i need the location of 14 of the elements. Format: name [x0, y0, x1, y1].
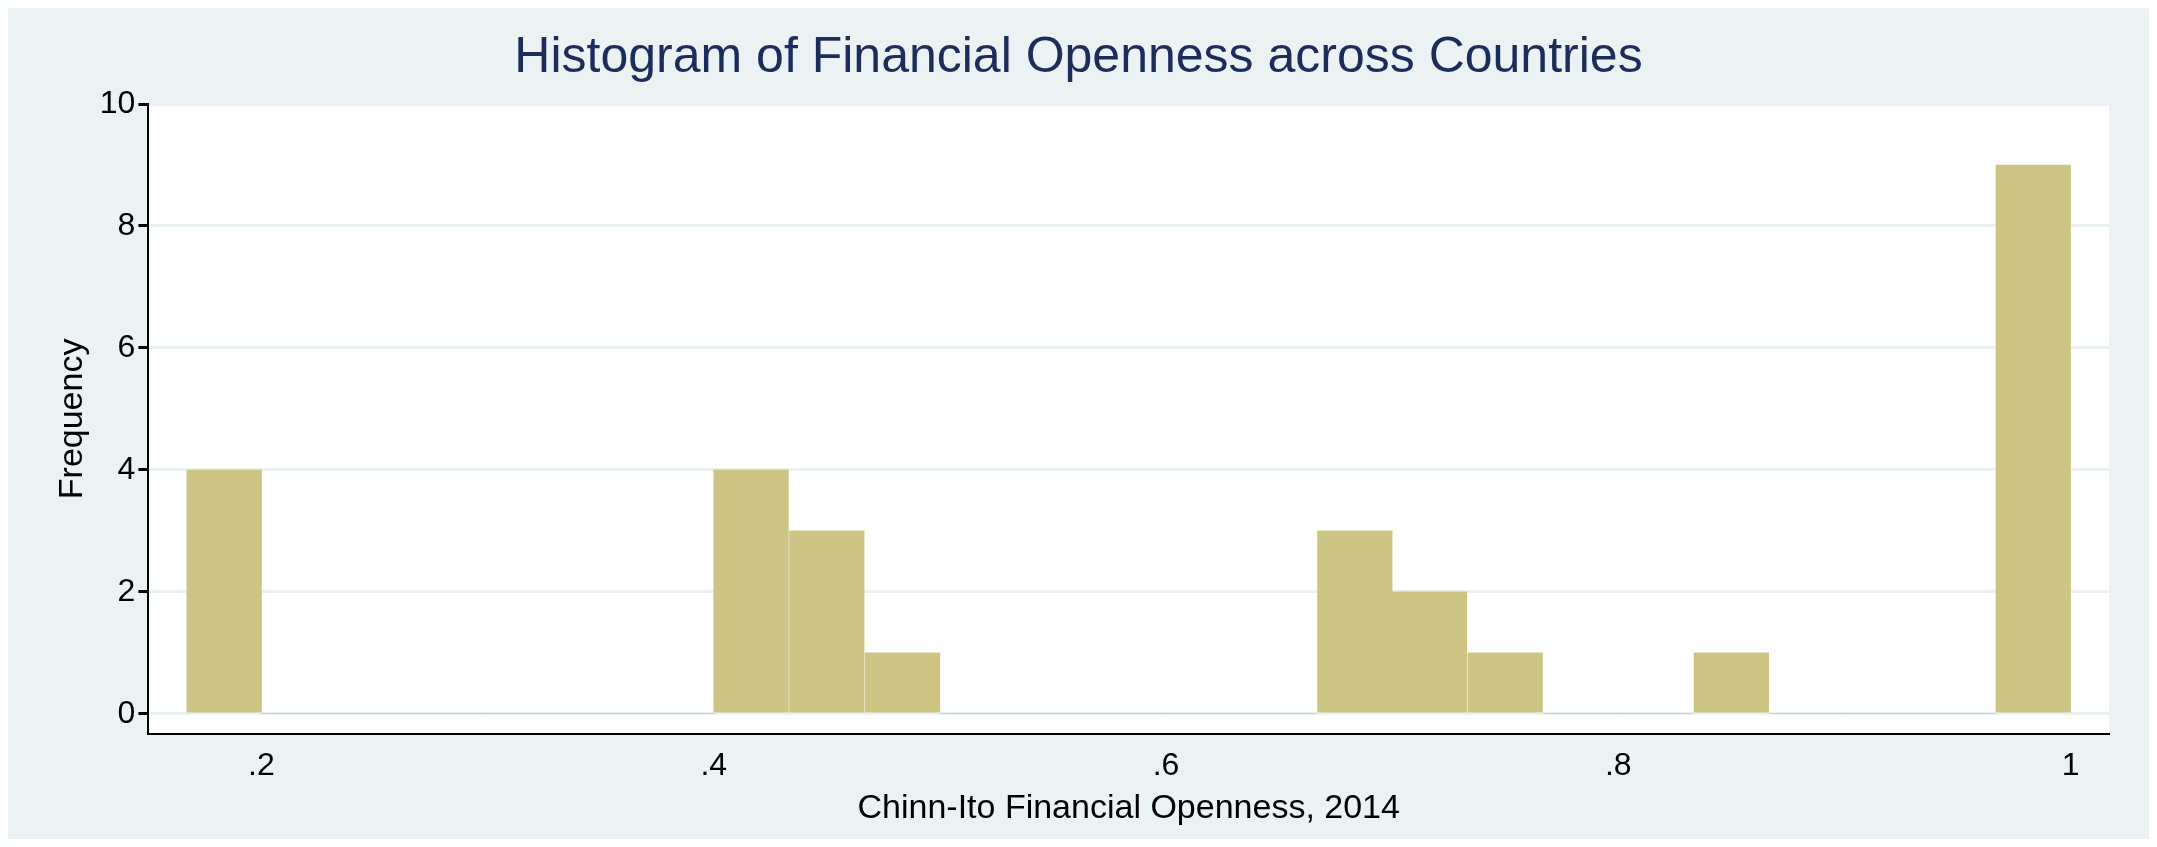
- x-tick-label: .6: [1152, 745, 1180, 782]
- y-tick-label: 0: [117, 693, 136, 730]
- y-axis-title: Frequency: [50, 338, 89, 500]
- x-tick-label: .2: [248, 745, 275, 782]
- chart-title: Histogram of Financial Openness across Countries: [514, 26, 1643, 83]
- y-tick-label: 2: [117, 571, 136, 608]
- y-tick-label: 10: [99, 83, 136, 120]
- x-tick-label: .8: [1604, 745, 1632, 782]
- x-tick-label: .4: [700, 745, 728, 782]
- y-tick-label: 4: [117, 449, 136, 486]
- x-tick-label: 1: [2061, 745, 2080, 782]
- y-tick-label: 8: [117, 205, 136, 242]
- x-axis-title: Chinn-Ito Financial Openness, 2014: [857, 786, 1400, 825]
- y-tick-label: 6: [117, 327, 136, 364]
